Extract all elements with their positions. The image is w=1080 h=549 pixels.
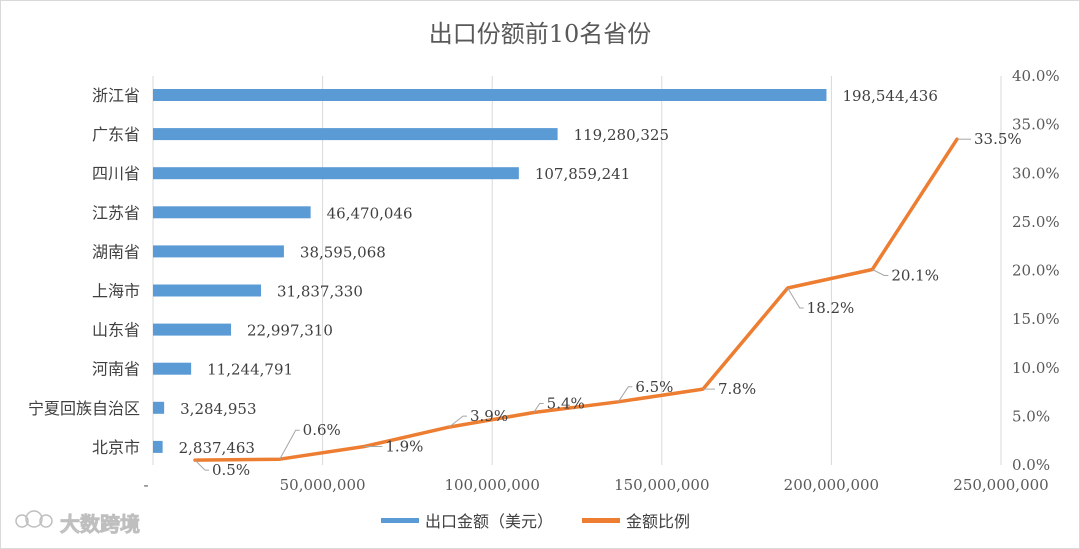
x-tick-label-1: 50,000,000: [280, 476, 366, 494]
line-label-2: 1.9%: [385, 438, 423, 456]
line-label-5: 6.5%: [635, 378, 673, 396]
y2-axis-tick-labels: 0.0% 5.0% 10.0% 15.0% 20.0% 25.0% 30.0% 35.0% 40…: [1012, 67, 1060, 474]
bar-series: [153, 89, 827, 453]
y2-tick-label-6: 30.0%: [1012, 164, 1060, 182]
bar-label-4: 38,595,068: [300, 243, 386, 261]
line-label-leader-4: [533, 403, 544, 413]
line-label-0: 0.5%: [212, 461, 250, 479]
line-label-6: 7.8%: [718, 380, 756, 398]
bar-label-7: 11,244,791: [207, 361, 293, 379]
line-label-leader-7: [787, 287, 804, 309]
y2-tick-label-0: 0.0%: [1012, 456, 1050, 474]
legend-bar-label: 出口金额（美元）: [425, 512, 553, 531]
x-tick-label-0: -: [143, 476, 148, 494]
bar-label-5: 31,837,330: [277, 283, 363, 301]
watermark-logo-icon: [15, 510, 53, 528]
y2-tick-label-1: 5.0%: [1012, 407, 1050, 425]
legend: 出口金额（美元） 金额比例: [381, 512, 690, 531]
line-label-4: 5.4%: [547, 394, 585, 412]
line-label-leader-8: [872, 269, 889, 276]
legend-bar-swatch: [381, 518, 419, 523]
category-label-4: 湖南省: [92, 242, 140, 261]
bar-label-8: 3,284,953: [180, 400, 256, 418]
x-tick-label-4: 200,000,000: [784, 476, 879, 494]
y2-tick-label-3: 15.0%: [1012, 310, 1060, 328]
bar-label-2: 107,859,241: [535, 165, 630, 183]
category-label-3: 江苏省: [92, 203, 140, 222]
bar-7: [153, 362, 192, 375]
line-label-7: 18.2%: [807, 299, 855, 317]
watermark-text: 大数跨境: [60, 512, 140, 536]
bar-9: [153, 440, 163, 453]
x-axis-tick-labels: - 50,000,000 100,000,000 150,000,000 200,000…: [143, 476, 1048, 494]
bar-6: [153, 323, 232, 336]
category-label-5: 上海市: [92, 282, 140, 301]
line-label-1: 0.6%: [303, 421, 341, 439]
line-label-leader-0: [194, 459, 209, 471]
category-label-6: 山东省: [92, 321, 140, 340]
bar-label-1: 119,280,325: [574, 126, 669, 144]
percentage-line: [193, 137, 959, 462]
bar-0: [153, 89, 827, 101]
line-label-leader-3: [448, 415, 467, 428]
x-tick-label-2: 100,000,000: [444, 476, 539, 494]
y2-tick-label-2: 10.0%: [1012, 359, 1060, 377]
category-label-7: 河南省: [92, 360, 140, 379]
bar-5: [153, 284, 261, 297]
bar-1: [153, 128, 558, 141]
line-label-9: 33.5%: [974, 130, 1022, 148]
y2-tick-label-7: 35.0%: [1012, 116, 1060, 134]
bar-label-9: 2,837,463: [179, 439, 255, 457]
chart-title: 出口份额前10名省份: [429, 20, 652, 48]
y2-tick-label-4: 20.0%: [1012, 262, 1060, 280]
line-label-leader-5: [617, 386, 633, 403]
x-tick-label-5: 250,000,000: [953, 476, 1048, 494]
line-value-labels: 0.5% 0.6% 1.9% 3.9% 5.4% 6.5% 7.8% 18.2% 20.1% 33…: [194, 130, 1022, 479]
legend-line-label: 金额比例: [626, 512, 690, 531]
legend-line-swatch: [582, 518, 620, 523]
bar-3: [153, 206, 311, 219]
watermark: 大数跨境: [15, 510, 140, 536]
vertical-gridlines: [152, 76, 1002, 465]
line-label-leader-1: [279, 429, 300, 460]
bar-2: [153, 167, 519, 180]
y2-tick-label-5: 25.0%: [1012, 213, 1060, 231]
line-series: [193, 137, 959, 462]
y2-tick-label-8: 40.0%: [1012, 67, 1060, 85]
category-label-1: 广东省: [92, 125, 140, 144]
bar-4: [153, 245, 284, 258]
x-tick-label-3: 150,000,000: [614, 476, 709, 494]
bar-label-3: 46,470,046: [327, 204, 413, 222]
category-label-0: 浙江省: [92, 86, 140, 105]
bar-label-0: 198,544,436: [842, 87, 937, 105]
category-label-9: 北京市: [92, 438, 140, 457]
bar-8: [153, 401, 165, 414]
bar-value-labels: 198,544,436 119,280,325 107,859,241 46,470,…: [179, 87, 938, 457]
category-label-8: 宁夏回族自治区: [28, 399, 140, 418]
category-label-2: 四川省: [92, 164, 140, 183]
line-label-8: 20.1%: [891, 267, 939, 285]
bar-label-6: 22,997,310: [247, 322, 333, 340]
line-label-3: 3.9%: [470, 407, 508, 425]
